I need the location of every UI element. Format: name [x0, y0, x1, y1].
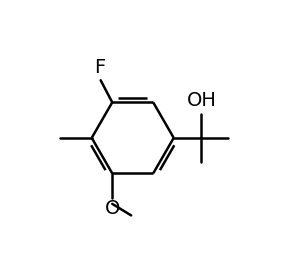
Text: F: F: [94, 58, 105, 76]
Text: O: O: [104, 198, 120, 218]
Text: OH: OH: [187, 91, 216, 110]
